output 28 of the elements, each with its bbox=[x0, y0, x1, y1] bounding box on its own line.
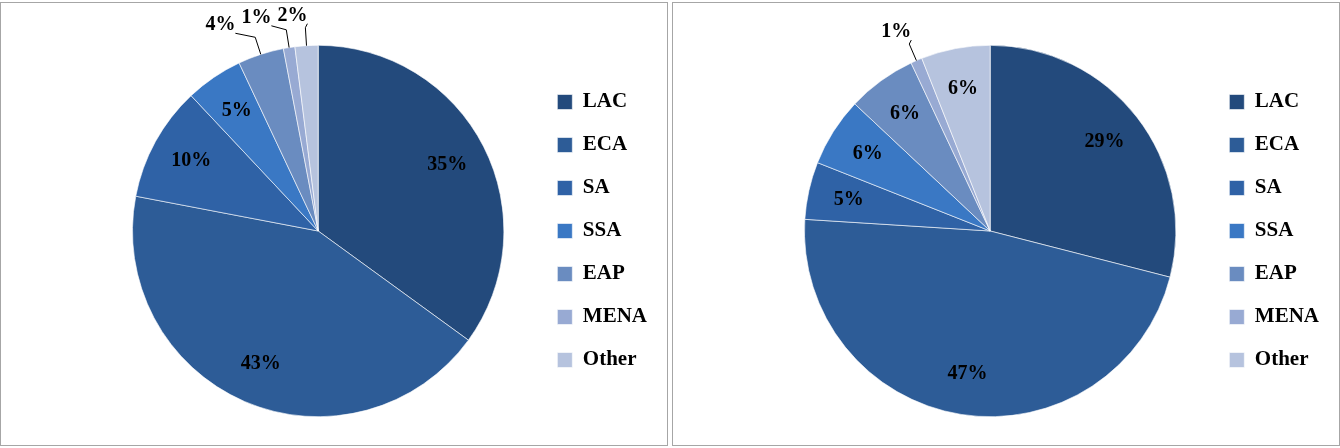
data-label: 5% bbox=[833, 186, 864, 209]
legend-label: SA bbox=[582, 174, 611, 199]
data-label: 29% bbox=[1084, 129, 1125, 152]
legend-label: MENA bbox=[1254, 303, 1320, 328]
legend-label: LAC bbox=[1254, 88, 1300, 113]
data-label: 2% bbox=[277, 2, 308, 25]
data-label: 5% bbox=[221, 98, 252, 121]
data-label: 6% bbox=[852, 140, 883, 163]
legend-label: SSA bbox=[1254, 217, 1295, 242]
data-label: 1% bbox=[241, 4, 272, 27]
legend-label: Other bbox=[582, 346, 637, 371]
legend-label: ECA bbox=[582, 131, 629, 156]
data-label: 6% bbox=[890, 100, 921, 123]
data-label: 43% bbox=[240, 351, 281, 374]
data-label: 47% bbox=[947, 361, 988, 384]
data-label: 10% bbox=[171, 148, 212, 171]
legend-label: Other bbox=[1254, 346, 1309, 371]
legend-label: LAC bbox=[582, 88, 628, 113]
legend-label: EAP bbox=[582, 260, 626, 285]
data-label: 1% bbox=[881, 19, 912, 42]
legend-label: MENA bbox=[582, 303, 648, 328]
legend-label: ECA bbox=[1254, 131, 1301, 156]
data-label: 35% bbox=[427, 152, 468, 175]
legend-label: SA bbox=[1254, 174, 1283, 199]
legend-label: EAP bbox=[1254, 260, 1298, 285]
data-label: 4% bbox=[205, 12, 236, 35]
data-label: 6% bbox=[948, 75, 979, 98]
legend-label: SSA bbox=[582, 217, 623, 242]
